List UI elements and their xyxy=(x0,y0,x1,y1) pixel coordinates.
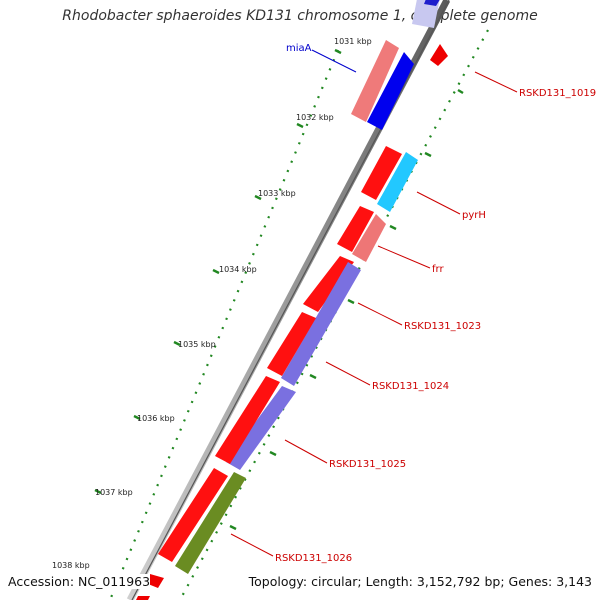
gene-pyrH-red xyxy=(361,146,402,200)
label-connectors xyxy=(230,49,518,557)
accession-text: Accession: NC_011963 xyxy=(8,574,151,589)
label-pyrH: pyrH xyxy=(462,210,486,221)
tick-1034: 1034 kbp xyxy=(219,265,257,274)
gene-rskd131-1026-red xyxy=(158,468,228,562)
gene-frr xyxy=(352,214,386,262)
gene-bottom-edge xyxy=(136,596,150,600)
tick-1035: 1035 kbp xyxy=(178,340,216,349)
tick-labels: 1031 kbp 1032 kbp 1033 kbp 1034 kbp 1035… xyxy=(52,37,372,570)
gene-rskd131-1024-red xyxy=(267,312,316,376)
label-miaA: miaA xyxy=(286,43,312,54)
gene-frr-red xyxy=(337,206,374,252)
label-rskd131-1024: RSKD131_1024 xyxy=(372,381,449,392)
tick-1038: 1038 kbp xyxy=(52,561,90,570)
tick-1032: 1032 kbp xyxy=(296,113,334,122)
gene-pyrH xyxy=(377,152,418,212)
tick-1033: 1033 kbp xyxy=(258,189,296,198)
gene-pale-top xyxy=(412,0,440,28)
gene-rskd131-1026 xyxy=(175,472,246,574)
gene-rskd131-1024 xyxy=(226,386,296,470)
gene-rskd131-1023-red xyxy=(303,256,354,312)
gene-rskd131-1019 xyxy=(430,44,448,66)
label-rskd131-1025: RSKD131_1025 xyxy=(329,459,406,470)
gene-blue-top xyxy=(424,0,440,6)
tick-1037: 1037 kbp xyxy=(95,488,133,497)
gene-rskd131-1025-red xyxy=(215,376,280,464)
tick-1036: 1036 kbp xyxy=(137,414,175,423)
tick-1031: 1031 kbp xyxy=(334,37,372,46)
gene-bottom-arrow xyxy=(148,574,164,588)
scale-ticks xyxy=(94,48,464,531)
gene-miaA-light xyxy=(351,40,399,122)
label-frr: frr xyxy=(432,264,444,275)
label-rskd131-1026: RSKD131_1026 xyxy=(275,553,352,564)
backbone-ring-edge xyxy=(131,0,450,600)
label-rskd131-1023: RSKD131_1023 xyxy=(404,321,481,332)
gene-rskd131-1023 xyxy=(281,262,361,386)
topology-text: Topology: circular; Length: 3,152,792 bp… xyxy=(248,574,592,589)
gene-miaA xyxy=(367,52,414,130)
label-rskd131-1019: RSKD131_1019 xyxy=(519,88,596,99)
